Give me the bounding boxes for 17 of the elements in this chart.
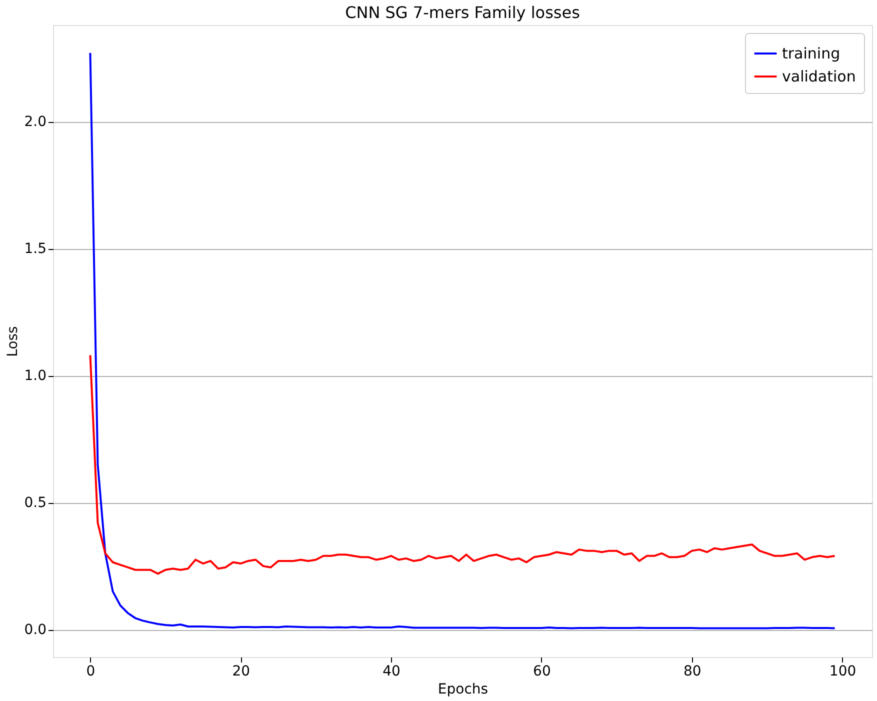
- x-tick-label: 100: [829, 664, 856, 680]
- x-tick-label: 60: [533, 664, 551, 680]
- y-tick-label: 1.5: [24, 241, 46, 258]
- x-tick-label: 0: [86, 664, 96, 680]
- y-tick-label: 2.0: [24, 114, 46, 130]
- legend-label: training: [782, 44, 840, 62]
- y-tick-label: 0.0: [24, 622, 46, 638]
- x-tick-label: 40: [382, 664, 400, 680]
- y-axis-title: Loss: [5, 326, 22, 357]
- legend-label: validation: [782, 68, 856, 86]
- x-tick-label: 20: [232, 664, 250, 680]
- x-tick-label: 80: [683, 664, 702, 680]
- line-series: [89, 354, 836, 575]
- x-axis-title: Epochs: [438, 682, 488, 698]
- chart-title: CNN SG 7-mers Family losses: [345, 3, 580, 22]
- y-tick-label: 0.5: [24, 495, 46, 512]
- y-tick-label: 1.0: [24, 368, 46, 384]
